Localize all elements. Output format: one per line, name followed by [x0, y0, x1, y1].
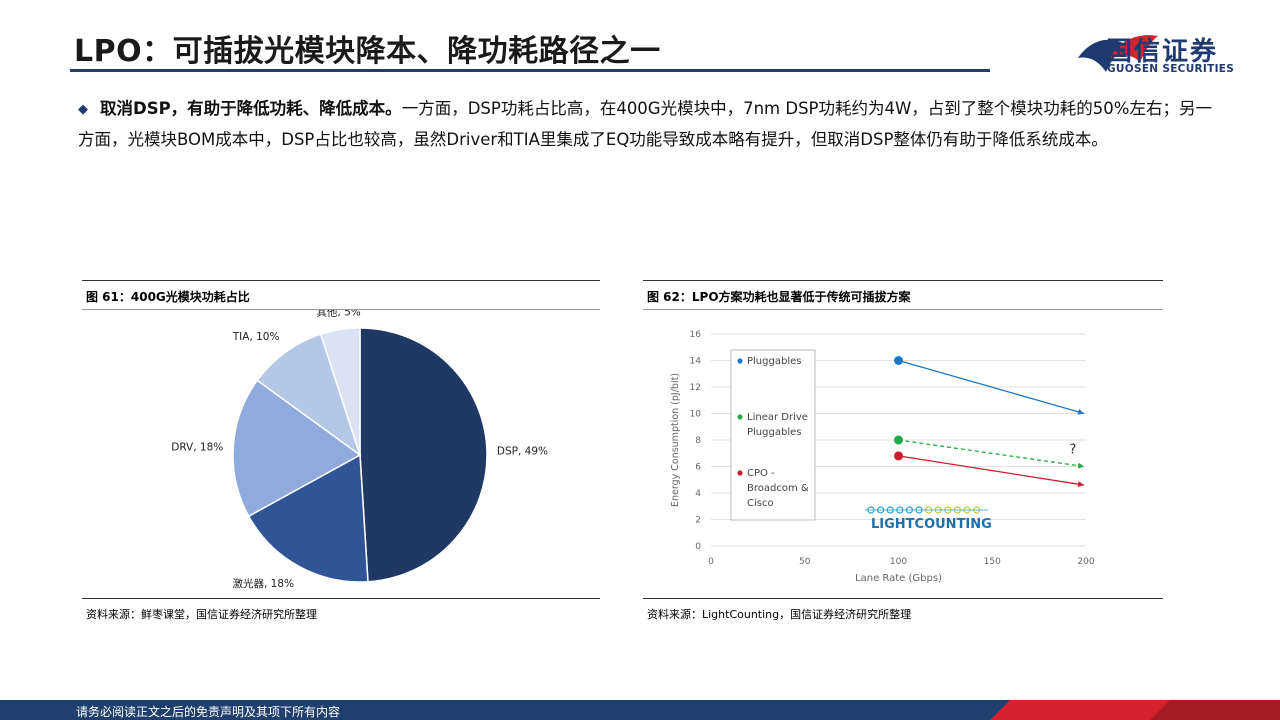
pie-label-1: 激光器, 18% — [232, 577, 294, 590]
y-tick-label-4: 8 — [695, 436, 701, 446]
y-tick-label-1: 2 — [695, 516, 701, 526]
figure-61-top-rule — [82, 280, 600, 281]
diamond-bullet-icon: ◆ — [78, 102, 88, 117]
legend-label-1: Linear Drive Pluggables — [747, 412, 808, 438]
series-point-1 — [894, 435, 903, 445]
pie-label-3: TIA, 10% — [232, 331, 280, 343]
logo-text-en: GUOSEN SECURITIES — [1107, 63, 1235, 75]
footer-disclaimer: 请务必阅读正文之后的免责声明及其项下所有内容 — [76, 705, 341, 719]
pie-slice-3 — [256, 333, 362, 457]
x-tick-label-1: 50 — [799, 557, 811, 567]
pie-slice-1 — [247, 453, 369, 583]
y-tick-label-0: 0 — [695, 542, 701, 552]
pie-slice-2 — [232, 379, 362, 518]
figure-62-title: 图 62：LPO方案功耗也显著低于传统可插拔方案 — [647, 290, 911, 304]
y-axis-label: Energy Consumption (pJ/bit) — [670, 373, 681, 507]
pie-slice-4 — [319, 327, 361, 456]
logo-text-cn: 国信证券 — [1106, 37, 1219, 67]
y-tick-label-5: 10 — [690, 410, 702, 420]
series-arrow-1 — [898, 439, 1085, 469]
figure-61: 图 61：400G光模块功耗占比 DSP, 49% 激光器, 18% DRV, 18… — [82, 280, 600, 625]
pie-slice-0 — [359, 327, 488, 583]
x-tick-label-4: 200 — [1077, 557, 1094, 567]
x-axis-label: Lane Rate (Gbps) — [855, 573, 942, 584]
page-title: LPO：可插拔光模块降本、降功耗路径之一 — [74, 34, 661, 69]
figure-62-title-rule — [643, 309, 1163, 310]
pie-label-2: DRV, 18% — [171, 441, 223, 453]
bullet-paragraph: ◆ 取消DSP，有助于降低功耗、降低成本。一方面，DSP功耗占比高，在400G光模… — [78, 94, 1228, 154]
question-mark: ? — [1069, 442, 1076, 457]
y-tick-label-6: 12 — [690, 383, 701, 393]
title-divider — [70, 69, 990, 72]
legend-marker-0 — [737, 358, 743, 364]
series-point-2 — [894, 451, 903, 461]
legend-marker-1 — [737, 414, 743, 420]
y-tick-label-8: 16 — [690, 330, 702, 340]
pie-chart: DSP, 49% 激光器, 18% DRV, 18% TIA, 10% 其他, 5% — [171, 310, 548, 590]
legend-label-2: CPO -Broadcom & Cisco — [747, 468, 809, 509]
bullet-lead: 取消DSP，有助于降低功耗、降低成本。 — [100, 99, 402, 118]
figure-61-source: 资料来源：鲜枣课堂，国信证券经济研究所整理 — [86, 608, 317, 621]
figure-62-bottom-rule — [643, 598, 1163, 599]
pie-label-0: DSP, 49% — [497, 446, 548, 458]
legend-marker-2 — [737, 470, 743, 476]
legend-label-0: Pluggables — [747, 356, 801, 367]
lightcounting-watermark: LIGHTCOUNTING — [871, 517, 992, 532]
y-tick-label-3: 6 — [695, 463, 701, 473]
energy-chart: 0 2 4 6 8 10 12 14 16 0 50 100 150 200 Lane Rate (Gbps… — [670, 330, 1095, 584]
guosen-logo-icon — [1078, 35, 1158, 72]
x-tick-label-2: 100 — [890, 557, 907, 567]
series-point-0 — [894, 356, 903, 365]
y-tick-label-7: 14 — [690, 357, 702, 367]
lightcounting-logo-icon — [865, 506, 988, 514]
x-tick-label-3: 150 — [984, 557, 1001, 567]
footer-decoration-icon — [990, 700, 1280, 720]
series-arrow-2 — [898, 455, 1085, 488]
legend-box — [730, 349, 816, 521]
bullet-body: 一方面，DSP功耗占比高，在400G光模块中，7nm DSP功耗约为4W，占到了… — [78, 99, 1212, 149]
figure-61-title-rule — [82, 309, 600, 310]
series-arrow-0 — [898, 359, 1085, 415]
x-tick-label-0: 0 — [708, 557, 714, 567]
figure-62: 图 62：LPO方案功耗也显著低于传统可插拔方案 0 2 4 6 8 10 12 14 16 0 5… — [643, 280, 1163, 625]
figure-62-source: 资料来源：LightCounting，国信证券经济研究所整理 — [647, 608, 912, 621]
figure-61-title: 图 61：400G光模块功耗占比 — [86, 290, 250, 304]
pie-label-4: 其他, 5% — [316, 310, 360, 319]
footer-bar — [0, 700, 1280, 720]
figure-61-bottom-rule — [82, 598, 600, 599]
figure-62-top-rule — [643, 280, 1163, 281]
y-tick-label-2: 4 — [695, 489, 701, 499]
